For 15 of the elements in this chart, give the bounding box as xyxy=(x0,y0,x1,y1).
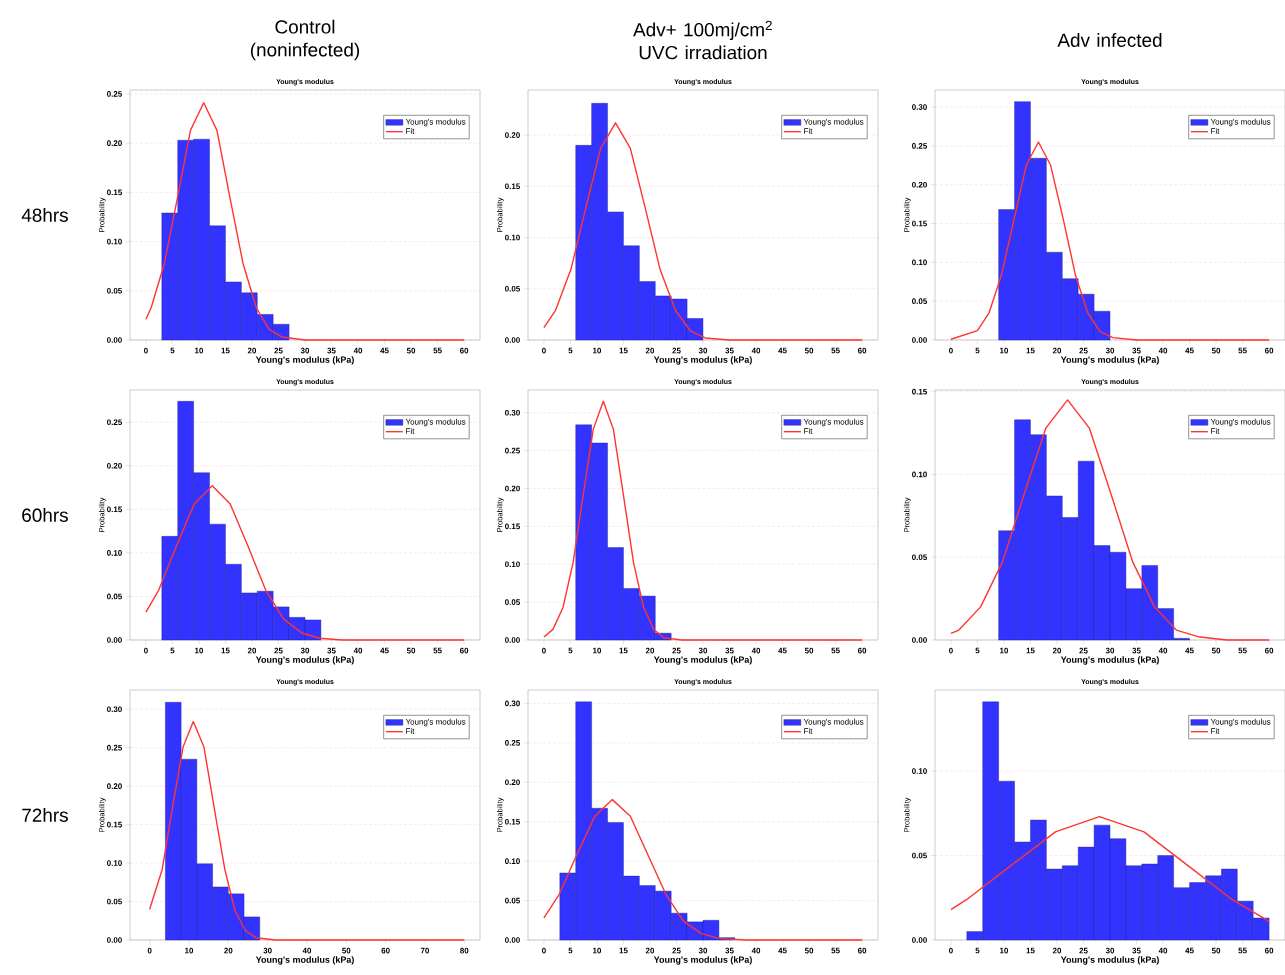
x-axis-title: Young's modulus (kPa) xyxy=(653,956,752,965)
x-axis-title: Young's modulus (kPa) xyxy=(653,356,752,365)
text: Adv+ 100mj/cm$^{2}$ UVC irradiation xyxy=(633,20,772,60)
text: 48hrs xyxy=(21,208,68,222)
x-axis-title: Young's modulus (kPa) xyxy=(255,656,354,665)
text: Adv infected xyxy=(1057,33,1162,47)
text: 60hrs xyxy=(22,508,68,522)
x-axis-title: Young's modulus (kPa) xyxy=(1060,356,1159,365)
x-axis-title: Young's modulus (kPa) xyxy=(1060,656,1159,665)
text: Control (noninfected) xyxy=(250,19,360,61)
x-axis-title: Young's modulus (kPa) xyxy=(255,956,354,965)
x-axis-title: Young's modulus (kPa) xyxy=(1060,956,1159,965)
text: 72hrs xyxy=(22,808,68,822)
x-axis-title: Young's modulus (kPa) xyxy=(653,656,752,665)
x-axis-title: Young's modulus (kPa) xyxy=(255,356,354,365)
